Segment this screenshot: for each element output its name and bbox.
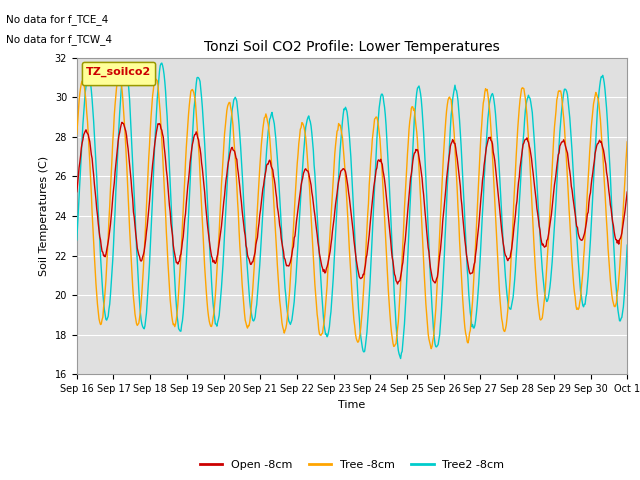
Legend: Open -8cm, Tree -8cm, Tree2 -8cm: Open -8cm, Tree -8cm, Tree2 -8cm <box>195 456 509 474</box>
Title: Tonzi Soil CO2 Profile: Lower Temperatures: Tonzi Soil CO2 Profile: Lower Temperatur… <box>204 40 500 54</box>
Y-axis label: Soil Temperatures (C): Soil Temperatures (C) <box>39 156 49 276</box>
Legend:  <box>82 62 155 85</box>
Text: No data for f_TCW_4: No data for f_TCW_4 <box>6 34 113 45</box>
X-axis label: Time: Time <box>339 400 365 409</box>
Text: No data for f_TCE_4: No data for f_TCE_4 <box>6 14 109 25</box>
